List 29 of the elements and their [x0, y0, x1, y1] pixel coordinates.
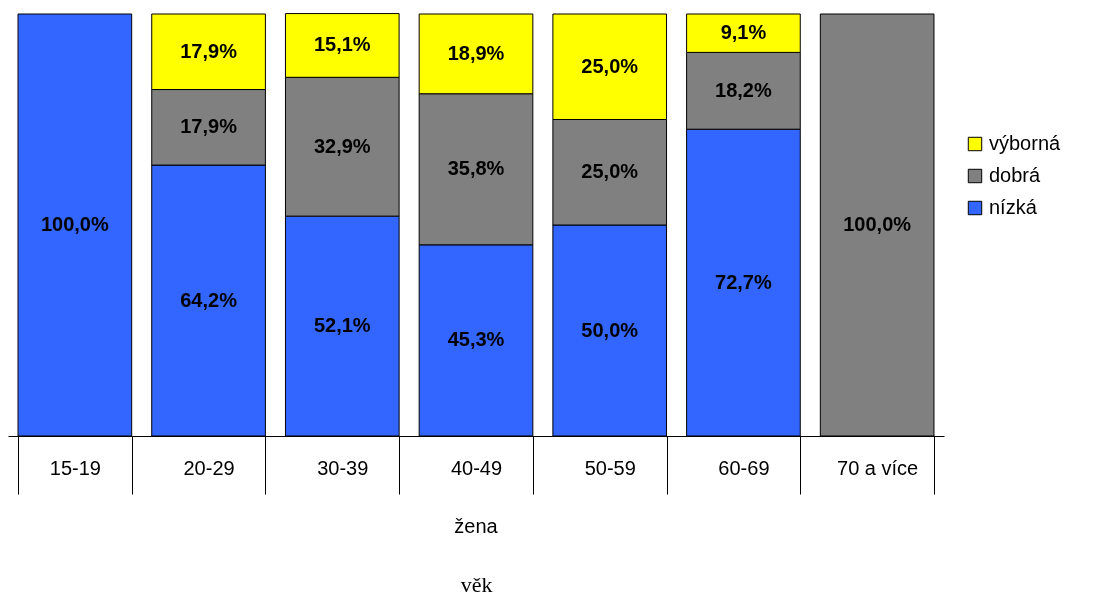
legend-label: nízká [989, 196, 1038, 218]
x-axis-title: věk [460, 572, 493, 597]
data-label: 32,9% [313, 134, 371, 157]
x-tick-label: 20-29 [183, 456, 235, 479]
data-label: 35,8% [447, 157, 505, 180]
data-label: 100,0% [40, 213, 109, 235]
x-tick-label: 50-59 [584, 456, 636, 479]
legend-label: výborná [989, 132, 1062, 154]
data-label: 45,3% [447, 328, 505, 351]
text: žena [454, 515, 499, 537]
data-label: 25,0% [581, 160, 639, 183]
x-tick-label: 60-69 [718, 456, 770, 479]
data-label: 17,9% [180, 115, 238, 138]
x-tick-label: 15-19 [49, 456, 101, 479]
x-tick-label: 70 a více [837, 456, 919, 479]
data-label: 52,1% [313, 314, 371, 337]
data-label: 72,7% [715, 270, 772, 293]
x-tick-label: 30-39 [317, 456, 369, 479]
x-tick-label: 40-49 [450, 456, 503, 479]
data-label: 100,0% [843, 213, 912, 235]
data-label: 64,2% [180, 288, 238, 311]
data-label: 18,9% [447, 41, 505, 64]
data-label: 50,0% [581, 318, 639, 341]
legend-label: dobrá [989, 164, 1042, 186]
data-label: 17,9% [180, 39, 238, 62]
data-label: 9,1% [720, 21, 767, 44]
data-label: 15,1% [313, 33, 371, 56]
data-label: 18,2% [715, 78, 772, 101]
data-label: 25,0% [581, 54, 639, 77]
